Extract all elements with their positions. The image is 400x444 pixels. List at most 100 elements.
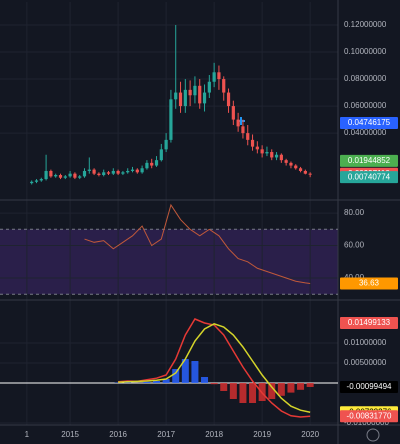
histogram-bar [181, 359, 189, 383]
histogram-bar [297, 383, 305, 390]
candle-body [246, 133, 250, 140]
candle-body [34, 180, 39, 182]
price-tag-label: -0.00099494 [347, 382, 392, 391]
candle-body [159, 149, 163, 161]
candle-body [49, 170, 53, 177]
candle-body [212, 72, 216, 82]
candle-body [39, 179, 43, 181]
histogram-bar [162, 379, 170, 383]
candle-body [145, 162, 149, 169]
candle-body [174, 92, 178, 100]
candle-body [130, 169, 135, 171]
price-tag-label: 0.01499133 [348, 318, 391, 327]
y-tick-label: 0.01000000 [344, 338, 387, 347]
candle-body [54, 175, 58, 177]
candle-body [97, 173, 101, 176]
indicator-line [84, 203, 311, 284]
y-tick-label: -0.01000000 [344, 418, 389, 427]
candle-body [58, 175, 63, 178]
candle-body [154, 160, 159, 166]
y-tick-label: 80.00 [344, 208, 365, 217]
x-tick-label: 2020 [301, 430, 319, 439]
candle-body [231, 106, 235, 120]
x-tick-label: 2015 [61, 430, 79, 439]
y-tick-label: 0.00500000 [344, 358, 387, 367]
rsi-band [0, 229, 338, 295]
candle-body [82, 170, 87, 177]
candle-body [308, 173, 312, 175]
histogram-bar [143, 381, 151, 383]
candle-body [183, 89, 187, 107]
y-tick-label: 0.06000000 [344, 101, 387, 110]
histogram-bar [229, 383, 237, 399]
auto-scale-button[interactable] [366, 428, 380, 442]
candle-body [164, 139, 168, 150]
candle-body [241, 126, 245, 134]
candle-body [265, 152, 269, 154]
indicator-line [118, 318, 311, 418]
candle-body [63, 176, 67, 178]
candle-body [102, 172, 106, 176]
y-tick-label: 0.08000000 [344, 74, 387, 83]
candle-body [30, 181, 34, 184]
candle-body [207, 81, 211, 93]
histogram-bar [306, 383, 314, 387]
x-tick-label: 2018 [205, 430, 223, 439]
candle-body [279, 154, 283, 161]
candle-body [284, 160, 288, 163]
price-tag-label: 0.04746175 [348, 118, 391, 127]
x-tick-label: 2017 [157, 430, 175, 439]
x-tick-label: 2016 [109, 430, 127, 439]
y-tick-label: 0.10000000 [344, 47, 387, 56]
candle-body [270, 152, 274, 158]
y-tick-label: 60.00 [344, 241, 365, 250]
y-tick-label: 0.04000000 [344, 128, 387, 137]
histogram-bar [268, 383, 276, 399]
histogram-bar [287, 383, 295, 393]
price-tag-label: 36.63 [359, 279, 380, 288]
candle-body [121, 172, 125, 174]
candle-body [178, 92, 183, 107]
x-tick-label: 1 [25, 430, 30, 439]
histogram-bar [239, 383, 247, 403]
candle-body [202, 92, 207, 104]
histogram-bar [124, 382, 132, 383]
histogram-bar [172, 369, 180, 383]
candle-body [140, 168, 144, 173]
candle-body [116, 170, 120, 174]
candle-body [217, 72, 221, 80]
candle-body [255, 146, 259, 150]
y-tick-label: 0.12000000 [344, 20, 387, 29]
candle-body [274, 154, 279, 158]
candle-body [126, 170, 130, 173]
candle-body [44, 170, 48, 180]
histogram-bar [210, 383, 218, 385]
candle-body [193, 85, 197, 96]
candle-body [298, 168, 303, 171]
histogram-bar [220, 383, 228, 391]
candle-body [92, 169, 96, 174]
candle-body [294, 165, 298, 169]
price-tag [340, 380, 398, 393]
price-tag [340, 410, 398, 423]
indicator-line [118, 322, 311, 414]
candle-body [226, 92, 231, 107]
x-tick-label: 2019 [253, 430, 271, 439]
candle-body [222, 79, 226, 93]
candle-body [236, 119, 240, 127]
candle-body [250, 139, 255, 147]
histogram-bar [201, 377, 209, 383]
price-tag [340, 171, 398, 184]
candle-body [289, 162, 293, 166]
candle-body [260, 149, 264, 154]
candle-body [68, 173, 72, 177]
candle-body [198, 85, 202, 104]
price-tag [340, 277, 398, 290]
candle-body [78, 176, 82, 178]
price-tag-label: -0.00831770 [347, 411, 392, 420]
candle-body [106, 172, 111, 174]
histogram-bar [153, 381, 161, 383]
